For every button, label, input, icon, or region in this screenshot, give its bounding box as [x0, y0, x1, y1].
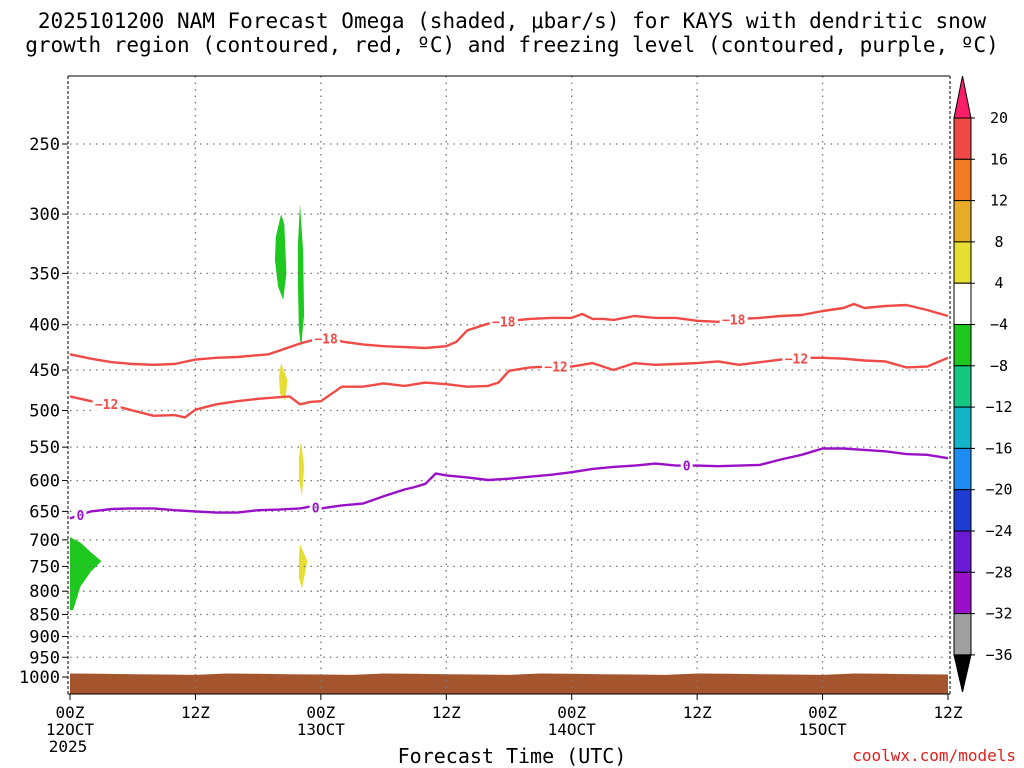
x-tick-label: 12Z [683, 703, 712, 722]
colorbar-segment [953, 282, 972, 326]
colorbar-label: 8 [994, 233, 1003, 251]
x-tick-label: 12OCT [46, 720, 95, 739]
y-tick-label: 700 [29, 531, 60, 551]
y-tick-label: 600 [29, 472, 60, 492]
omega-region [274, 214, 287, 300]
source-credit[interactable]: coolwx.com/models [852, 746, 1016, 765]
contour-label: −18 [314, 332, 338, 347]
contour-label-bg [542, 359, 571, 374]
colorbar-label: −36 [985, 646, 1012, 664]
colorbar-label: −4 [990, 316, 1008, 334]
x-tick-label: 12Z [934, 703, 963, 722]
y-tick-label: 300 [29, 205, 60, 225]
contour-label: −18 [492, 316, 516, 331]
colorbar-segment [953, 447, 972, 491]
y-tick-label: 400 [29, 316, 60, 336]
colorbar: 20 16 12 8 4 −4 −8 −12 −16 −20 −24 −28 −32 −36 [953, 75, 1013, 693]
colorbar-segment [953, 75, 972, 119]
y-tick-label: 500 [29, 402, 60, 422]
y-tick-label: 750 [29, 557, 60, 577]
contour-line [69, 356, 949, 419]
contour-label: 0 [312, 502, 320, 517]
omega-shading-layer [70, 203, 948, 694]
chart-title-line-2: growth region (contoured, red, ºC) and f… [25, 33, 999, 57]
colorbar-segment [953, 654, 972, 693]
y-tick-label: 900 [29, 627, 60, 647]
contour-label-bg [74, 507, 87, 522]
colorbar-segment [953, 613, 972, 656]
contour-label-bg [489, 314, 518, 329]
contour-label: −12 [544, 361, 567, 376]
colorbar-segment [953, 324, 972, 367]
x-tick-label: 13OCT [297, 720, 346, 739]
colorbar-segment [953, 158, 972, 202]
y-tick-label: 550 [29, 438, 60, 458]
colorbar-label: 4 [994, 274, 1003, 292]
colorbar-label: −24 [985, 522, 1012, 540]
contour-label: −12 [785, 352, 808, 367]
y-tick-label: 950 [29, 648, 60, 668]
colorbar-label: −8 [990, 357, 1008, 375]
contour-label: −12 [95, 398, 118, 413]
y-tick-label: 650 [29, 502, 60, 522]
contour-label: 0 [77, 509, 85, 524]
colorbar-segment [953, 530, 972, 573]
contour-line [69, 302, 949, 366]
contour-layer: −18 −18 −18 −12 −12 −12 0 0 0 [69, 302, 949, 524]
colorbar-segment [953, 365, 972, 408]
colorbar-segment [953, 117, 972, 160]
x-tick-label: 15OCT [798, 720, 847, 739]
contour-label: −18 [722, 314, 746, 329]
x-tick-label: 12Z [181, 703, 210, 722]
contour-label-bg [719, 312, 748, 327]
x-tick-label: 12Z [432, 703, 461, 722]
y-tick-label: 250 [29, 135, 60, 155]
colorbar-label: 12 [990, 192, 1008, 210]
grid-layer [70, 76, 948, 694]
contour-label-bg [92, 397, 121, 412]
x-tick-label: 00Z [557, 703, 586, 722]
axes-layer: 2503003504004505005506006507007508008509… [19, 75, 963, 756]
colorbar-segment [953, 200, 972, 243]
contour-label: 0 [683, 460, 691, 475]
omega-region [298, 441, 305, 497]
colorbar-segment [953, 241, 972, 284]
colorbar-label: −32 [985, 605, 1012, 623]
contour-label-bg [309, 500, 322, 515]
contour-label-bg [782, 351, 811, 366]
x-tick-label: 2025 [49, 737, 88, 756]
contour-label-bg [312, 331, 341, 346]
colorbar-label: −20 [985, 481, 1012, 499]
contour-label-bg [680, 458, 693, 473]
y-tick-label: 450 [29, 361, 60, 381]
omega-region [279, 363, 288, 401]
contour-line [69, 447, 949, 520]
omega-region [298, 544, 308, 589]
colorbar-label: −28 [985, 563, 1012, 581]
chart-title-line-1: 2025101200 NAM Forecast Omega (shaded, μ… [37, 9, 987, 33]
colorbar-label: 20 [990, 109, 1008, 127]
omega-region [70, 537, 102, 610]
colorbar-label: 16 [990, 150, 1008, 168]
colorbar-segment [953, 571, 972, 615]
colorbar-segment [953, 406, 972, 449]
x-tick-label: 00Z [56, 703, 85, 722]
x-tick-label: 00Z [306, 703, 335, 722]
y-tick-label: 850 [29, 606, 60, 626]
y-tick-label: 350 [29, 264, 60, 284]
x-tick-label: 00Z [808, 703, 837, 722]
y-tick-label: 800 [29, 582, 60, 602]
y-tick-label: 1000 [19, 668, 60, 688]
colorbar-label: −16 [985, 439, 1012, 457]
x-tick-label: 14OCT [548, 720, 597, 739]
colorbar-label: −12 [985, 398, 1012, 416]
x-axis-label: Forecast Time (UTC) [397, 744, 627, 768]
omega-region [297, 203, 305, 348]
terrain [70, 673, 948, 694]
colorbar-segment [953, 489, 972, 532]
